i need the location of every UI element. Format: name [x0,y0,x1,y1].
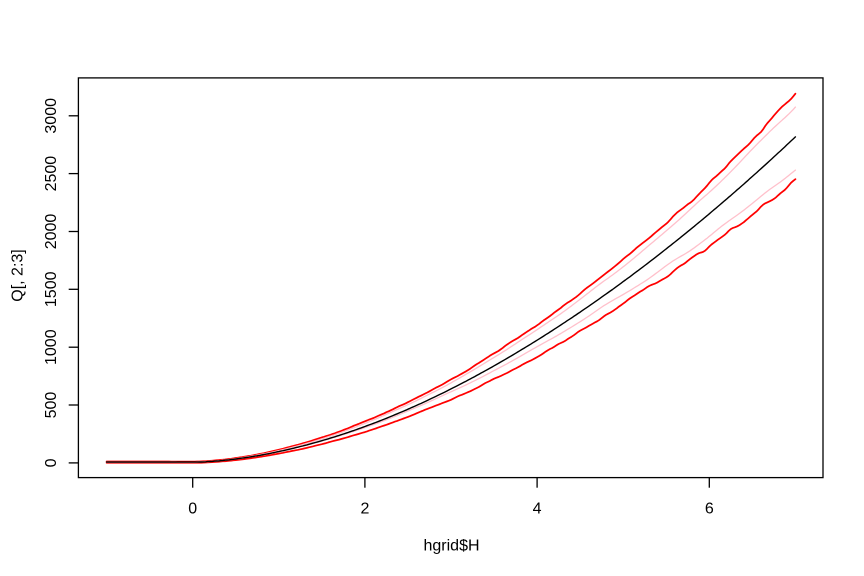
svg-text:2000: 2000 [43,214,60,250]
svg-text:4: 4 [533,500,542,517]
svg-text:1500: 1500 [43,271,60,307]
svg-text:3000: 3000 [43,98,60,134]
svg-text:0: 0 [188,500,197,517]
svg-text:Q[, 2:3]: Q[, 2:3] [9,249,26,301]
svg-text:500: 500 [43,392,60,419]
svg-text:0: 0 [43,458,60,467]
svg-text:hgrid$H: hgrid$H [423,538,479,555]
svg-text:2500: 2500 [43,156,60,192]
svg-text:1000: 1000 [43,329,60,365]
svg-text:2: 2 [360,500,369,517]
svg-text:6: 6 [705,500,714,517]
